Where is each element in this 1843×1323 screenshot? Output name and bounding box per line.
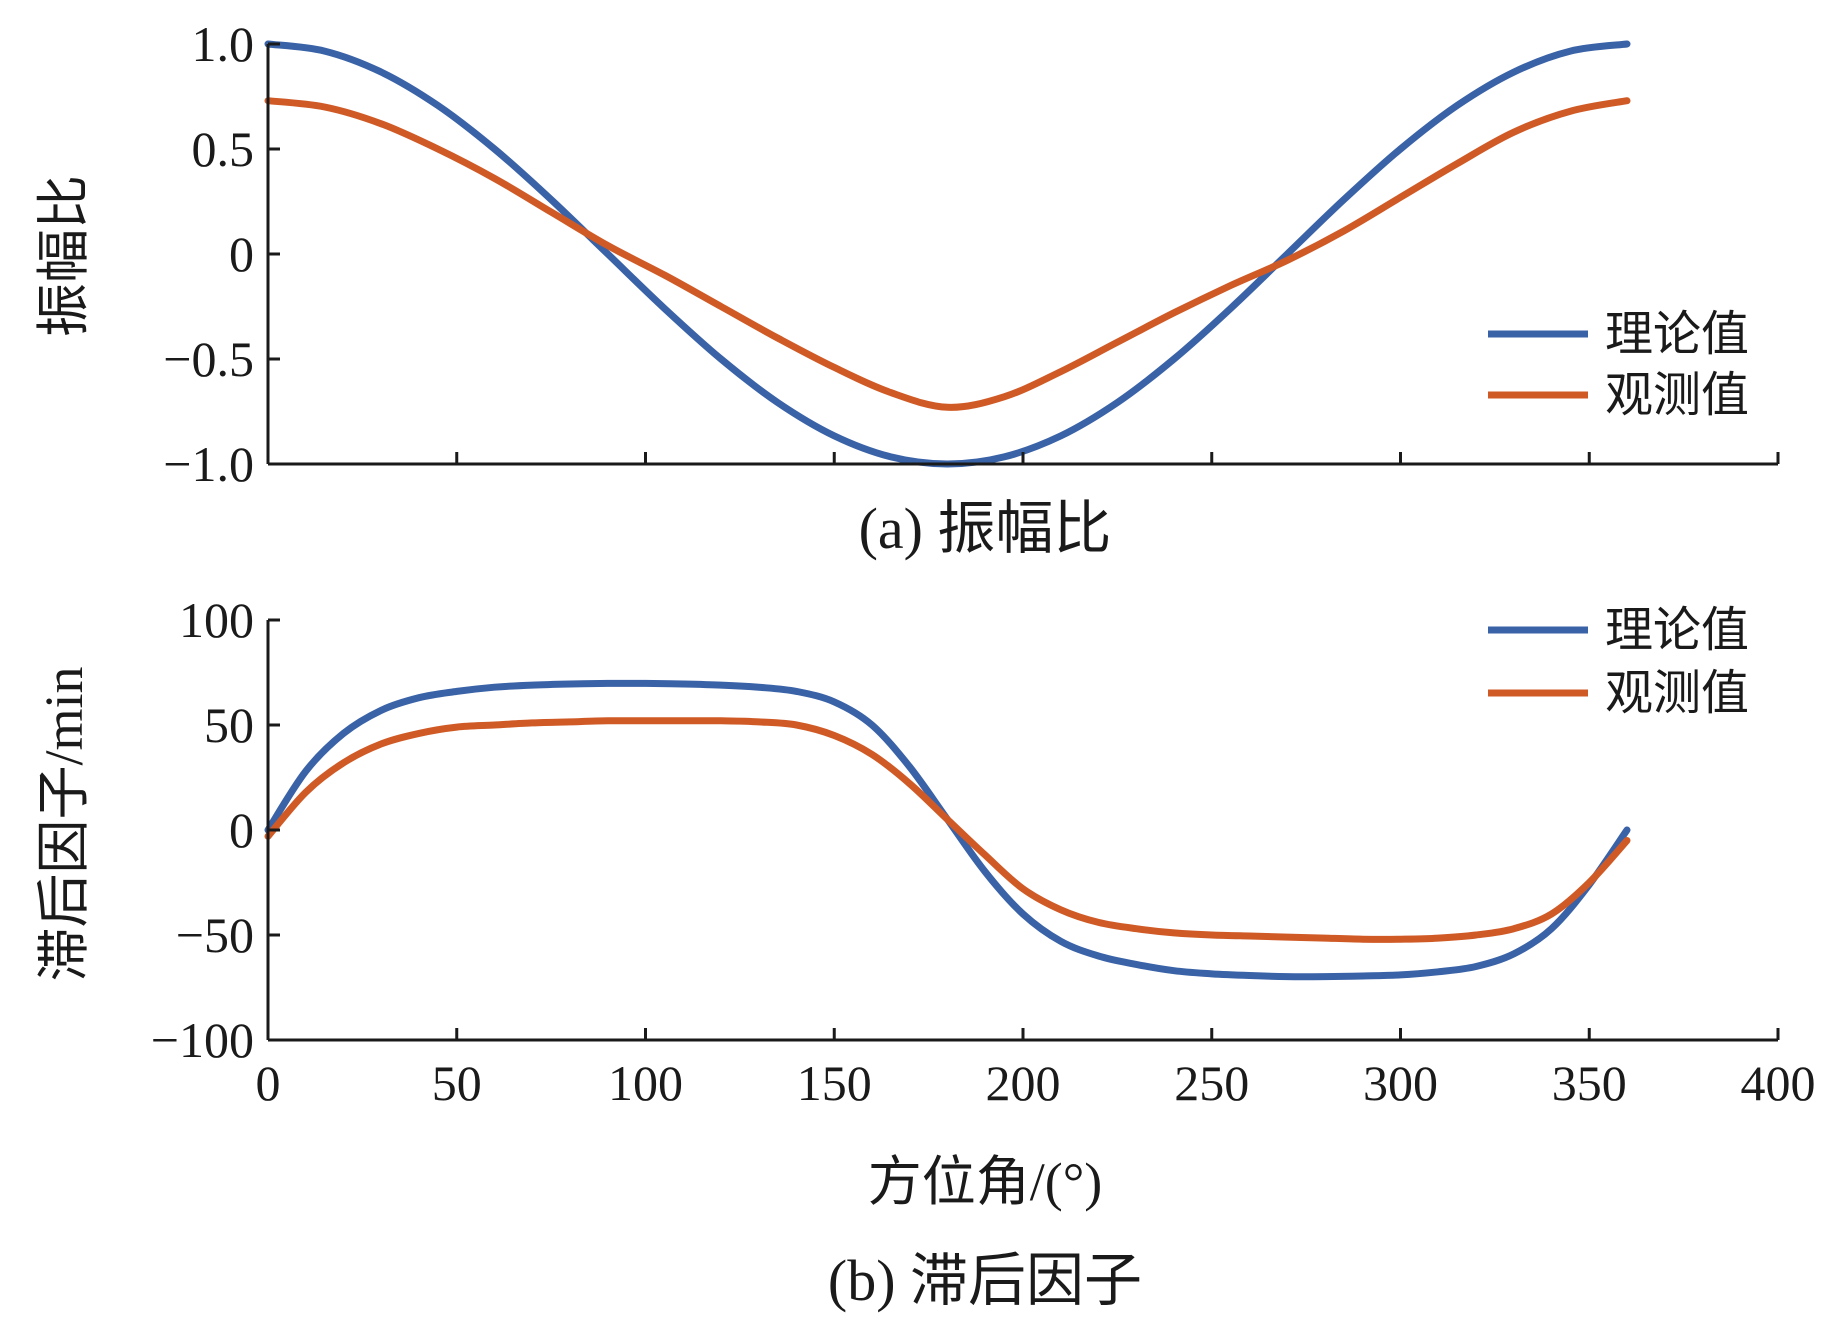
- panel-a-caption: (a) 振幅比: [859, 496, 1112, 561]
- panel-a-series-line-theory: [264, 40, 1631, 468]
- panel-b-x-tick-label: 300: [1363, 1055, 1438, 1111]
- panel-b-caption: (b) 滞后因子: [828, 1248, 1142, 1313]
- panel-a-legend: 理论值 观测值: [1488, 308, 1749, 422]
- panel-a-y-tick-label: 0: [229, 226, 254, 282]
- panel-a-axes: [266, 44, 1778, 466]
- panel-b-x-tick-label: 200: [986, 1055, 1061, 1111]
- panel-b-axes: [266, 620, 1778, 1042]
- panel-b-y-tick-label: 50: [204, 697, 254, 753]
- panel-a-series-layer: [264, 40, 1631, 468]
- panel-a-series-line-observed: [264, 97, 1631, 411]
- panel-b-y-tick-label: −50: [176, 907, 254, 963]
- panel-a-ticks: −1.0 −0.5 0 0.5 1.0: [163, 16, 1780, 492]
- panel-b-x-tick-label: 0: [256, 1055, 281, 1111]
- panel-a-amplitude-ratio: −1.0 −0.5 0 0.5 1.0 振幅比 理论值 观测值 (a) 振幅比: [34, 16, 1780, 561]
- panel-b-x-tick-label: 350: [1552, 1055, 1627, 1111]
- panel-b-series-line-observed: [264, 717, 1631, 943]
- panel-a-y-tick-label: 1.0: [192, 16, 255, 72]
- panel-b-y-axis-label: 滞后因子/min: [34, 666, 94, 981]
- panel-b-legend-label-theory: 理论值: [1605, 604, 1749, 657]
- panel-a-legend-label-theory: 理论值: [1605, 308, 1749, 361]
- panel-b-x-axis-label: 方位角/(°): [868, 1152, 1103, 1212]
- panel-b-series-layer: [264, 679, 1631, 981]
- panel-b-y-tick-label: 100: [179, 592, 254, 648]
- panel-a-y-tick-label: 0.5: [192, 121, 255, 177]
- panel-b-x-tick-label: 100: [608, 1055, 683, 1111]
- panel-b-x-tick-label: 50: [432, 1055, 482, 1111]
- panel-b-ticks: −100 −50 0 50 100 0 50 100 150 200 250 300 350 400: [151, 592, 1816, 1111]
- panel-b-legend-label-observed: 观测值: [1605, 667, 1749, 720]
- panel-b-x-tick-label: 150: [797, 1055, 872, 1111]
- panel-a-y-tick-label: −1.0: [163, 436, 254, 492]
- panel-a-y-tick-label: −0.5: [163, 331, 254, 387]
- panel-a-legend-label-observed: 观测值: [1605, 369, 1749, 422]
- panel-b-lag-factor: −100 −50 0 50 100 0 50 100 150 200 250 300 350 400 滞后…: [34, 592, 1816, 1313]
- panel-b-x-tick-label: 400: [1741, 1055, 1816, 1111]
- panel-b-legend: 理论值 观测值: [1488, 604, 1749, 720]
- panel-b-y-tick-label: 0: [229, 802, 254, 858]
- panel-a-y-axis-label: 振幅比: [34, 175, 94, 337]
- panel-b-x-tick-label: 250: [1174, 1055, 1249, 1111]
- panel-b-y-tick-label: −100: [151, 1012, 254, 1068]
